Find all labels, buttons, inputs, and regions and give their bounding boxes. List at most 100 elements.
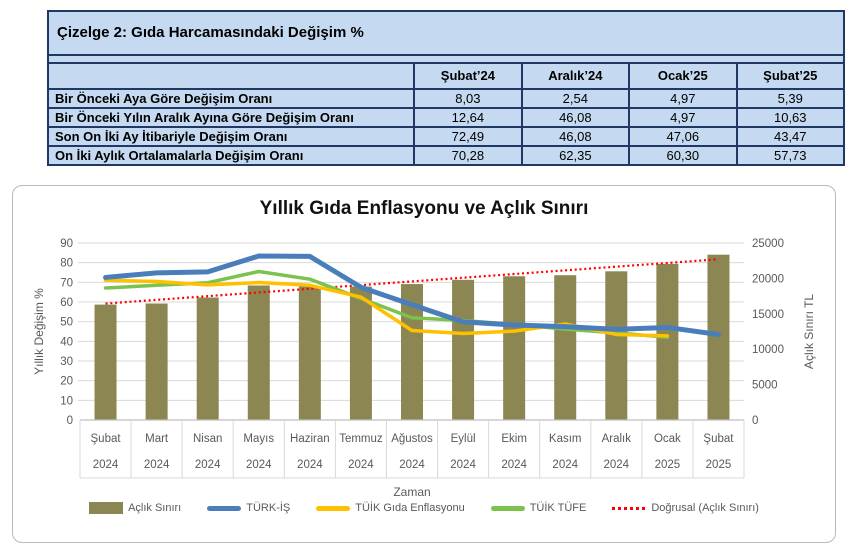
cell: 43,47 xyxy=(735,126,846,147)
cell: 4,97 xyxy=(628,88,738,109)
food-change-table: Çizelge 2: Gıda Harcamasındaki Değişim %… xyxy=(46,10,846,166)
legend-label: Doğrusal (Açlık Sınırı) xyxy=(651,502,759,514)
cell: 12,64 xyxy=(413,107,523,128)
legend-item-4: TÜİK TÜFE xyxy=(490,502,587,514)
x-month-label: Mart xyxy=(145,433,169,445)
legend-label: TÜİK Gıda Enflasyonu xyxy=(355,502,465,514)
x-month-label: Haziran xyxy=(290,433,330,445)
left-tick-label: 20 xyxy=(60,376,73,388)
left-tick-label: 70 xyxy=(60,277,73,289)
x-year-label: 2024 xyxy=(348,459,374,471)
x-year-label: 2025 xyxy=(655,459,681,471)
legend-item-5: Doğrusal (Açlık Sınırı) xyxy=(612,502,759,514)
x-month-label: Nisan xyxy=(193,433,222,445)
x-month-label: Eylül xyxy=(451,433,476,445)
table-row: Bir Önceki Aya Göre Değişim Oranı 8,03 2… xyxy=(46,88,846,109)
chart-title: Yıllık Gıda Enflasyonu ve Açlık Sınırı xyxy=(259,198,589,219)
legend-line-swatch xyxy=(316,505,351,511)
cell: 47,06 xyxy=(628,126,738,147)
right-axis-title: Açlık Sınırı TL xyxy=(802,294,816,369)
bar-temmuz-2024 xyxy=(349,286,372,420)
left-tick-label: 0 xyxy=(67,415,73,427)
trendline-dogrusal-aclik-siniri xyxy=(105,258,719,305)
bar-şubat-2025 xyxy=(707,254,730,420)
cell: 4,97 xyxy=(628,107,738,128)
right-tick-label: 0 xyxy=(752,415,758,427)
col-header-ocak25: Ocak’25 xyxy=(628,62,738,90)
right-tick-label: 25000 xyxy=(752,238,784,250)
legend-item-3: TÜİK Gıda Enflasyonu xyxy=(316,502,465,514)
bars-aclik-siniri xyxy=(94,254,730,420)
x-month-label: Ekim xyxy=(501,433,527,445)
left-tick-label: 30 xyxy=(60,356,73,368)
row-label: Son On İki Ay İtibariyle Değişim Oranı xyxy=(46,126,416,147)
row-label: On İki Aylık Ortalamalarla Değişim Oranı xyxy=(46,145,416,166)
x-year-label: 2024 xyxy=(144,459,170,471)
cell: 70,28 xyxy=(413,145,523,166)
bar-haziran-2024 xyxy=(298,286,321,420)
bar-mart-2024 xyxy=(145,303,168,420)
bar-şubat-2024 xyxy=(94,304,117,420)
table-row: Bir Önceki Yılın Aralık Ayına Göre Değiş… xyxy=(46,107,846,128)
cell: 5,39 xyxy=(735,88,846,109)
bar-eylül-2024 xyxy=(452,279,475,420)
cell: 62,35 xyxy=(520,145,631,166)
right-tick-label: 10000 xyxy=(752,344,784,356)
x-month-label: Şubat xyxy=(703,433,734,445)
x-month-label: Ocak xyxy=(654,433,681,445)
row-label: Bir Önceki Aya Göre Değişim Oranı xyxy=(46,88,416,109)
x-year-label: 2024 xyxy=(297,459,323,471)
cell: 57,73 xyxy=(735,145,846,166)
cell: 2,54 xyxy=(520,88,631,109)
corner-cell xyxy=(46,62,416,90)
legend-dotted-swatch xyxy=(612,506,647,510)
col-header-subat24: Şubat’24 xyxy=(413,62,523,90)
x-month-label: Kasım xyxy=(549,433,582,445)
right-tick-label: 15000 xyxy=(752,309,784,321)
chart-canvas: 0 10 20 30 40 50 60 70 80 90 0 5000 10000 15000 20000 2… xyxy=(32,238,816,499)
bar-mayıs-2024 xyxy=(247,285,270,420)
left-tick-label: 60 xyxy=(60,297,73,309)
x-year-label: 2024 xyxy=(399,459,425,471)
category-separators xyxy=(79,420,745,478)
x-year-label: 2024 xyxy=(93,459,119,471)
left-tick-label: 50 xyxy=(60,317,73,329)
bar-aralık-2024 xyxy=(605,271,628,420)
left-axis-title: Yıllık Değişim % xyxy=(32,288,46,375)
food-change-table-section: Çizelge 2: Gıda Harcamasındaki Değişim %… xyxy=(46,10,846,166)
legend-label: Açlık Sınırı xyxy=(128,502,182,514)
legend-label: TÜİK TÜFE xyxy=(529,502,587,514)
table-header-row: Şubat’24 Aralık’24 Ocak’25 Şubat’25 xyxy=(46,62,846,90)
cell: 46,08 xyxy=(520,126,631,147)
x-month-label: Ağustos xyxy=(391,433,433,445)
table-spacer-row xyxy=(47,54,845,64)
bar-ocak-2025 xyxy=(656,263,679,420)
bar-nisan-2024 xyxy=(196,297,219,420)
x-year-label: 2024 xyxy=(501,459,527,471)
x-month-label: Mayıs xyxy=(243,433,274,445)
row-label: Bir Önceki Yılın Aralık Ayına Göre Değiş… xyxy=(46,107,416,128)
left-tick-label: 40 xyxy=(60,336,73,348)
x-month-label: Aralık xyxy=(602,433,632,445)
bar-ekim-2024 xyxy=(503,276,526,420)
x-year-label: 2024 xyxy=(552,459,578,471)
x-year-label: 2024 xyxy=(450,459,476,471)
x-year-label: 2024 xyxy=(246,459,272,471)
left-tick-label: 90 xyxy=(60,238,73,250)
legend-label: TÜRK-İŞ xyxy=(246,502,291,514)
x-axis-title: Zaman xyxy=(393,485,430,499)
col-header-subat25: Şubat’25 xyxy=(735,62,846,90)
x-month-label: Temmuz xyxy=(339,433,383,445)
bar-kasım-2024 xyxy=(554,275,577,420)
right-tick-label: 20000 xyxy=(752,273,784,285)
x-year-label: 2024 xyxy=(604,459,630,471)
legend-item-2: TÜRK-İŞ xyxy=(207,502,290,514)
x-month-label: Şubat xyxy=(91,433,122,445)
cell: 46,08 xyxy=(520,107,631,128)
chart-legend: Açlık Sınırı TÜRK-İŞ TÜİK Gıda Enflasyonu T… xyxy=(13,502,835,514)
legend-line-swatch xyxy=(207,505,242,511)
right-tick-label: 5000 xyxy=(752,380,778,392)
table-title-row: Çizelge 2: Gıda Harcamasındaki Değişim % xyxy=(47,10,845,56)
chart-card: Yıllık Gıda Enflasyonu ve Açlık Sınırı 0… xyxy=(12,185,836,543)
